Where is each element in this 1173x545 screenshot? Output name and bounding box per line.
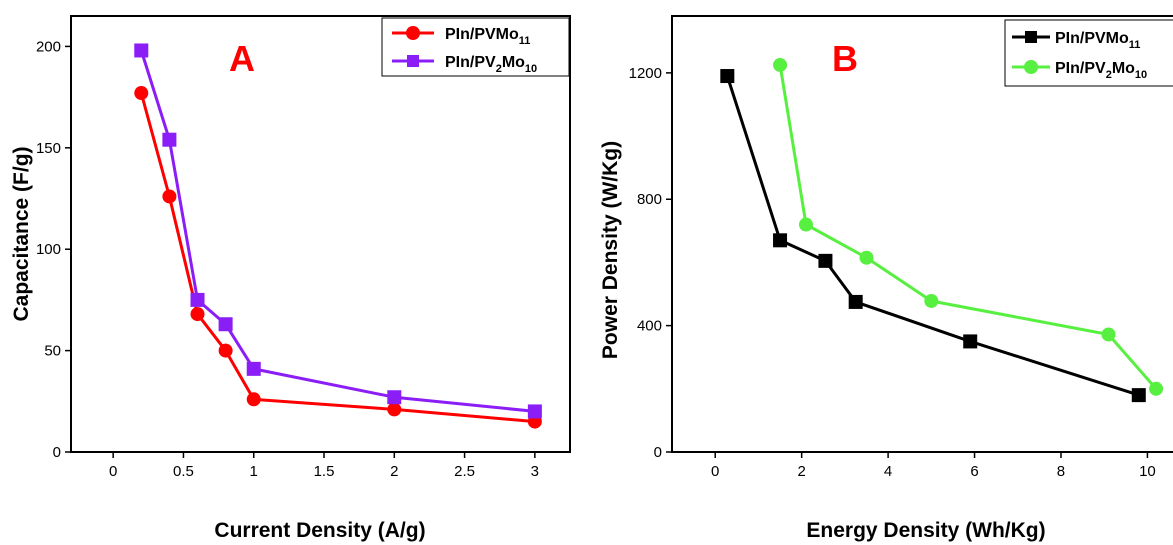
data-point: [246, 361, 261, 376]
panel-b-legend: PIn/PVMo11 PIn/PV2Mo10: [1004, 19, 1173, 87]
panel-a-ylabel: Capacitance (F/g): [10, 146, 33, 321]
data-point: [190, 292, 205, 307]
data-point: [773, 233, 788, 248]
y-tick-label: 800: [637, 191, 662, 208]
data-point: [162, 189, 177, 204]
y-tick-label: 50: [44, 343, 61, 360]
data-point: [134, 86, 149, 101]
panel-b-legend-label-1: PIn/PVMo11: [1055, 30, 1140, 51]
data-point: [924, 293, 939, 308]
data-point: [818, 253, 833, 268]
panel-a-legend-label-2: PIn/PV2Mo10: [445, 54, 537, 75]
panel-a-xlabel: Current Density (A/g): [214, 519, 425, 542]
series-line: [139, 50, 536, 413]
panel-a-legend-label-1: PIn/PVMo11: [445, 26, 530, 47]
x-tick-label: 0: [109, 463, 117, 480]
y-tick-label: 150: [36, 140, 61, 157]
data-point: [720, 69, 735, 84]
legend-subscript: 11: [1129, 39, 1141, 51]
legend-subscript: 10: [1135, 69, 1147, 81]
legend-subscript: 11: [519, 35, 531, 47]
data-point: [387, 402, 402, 417]
panel-b-ylabel: Power Density (W/Kg): [599, 141, 622, 359]
series-line: [778, 64, 1158, 390]
panel-a-ticks: 0 0.5 1 1.5 2 2.5 3 0 50 100 150 200: [36, 38, 539, 480]
y-tick-label: 400: [637, 318, 662, 335]
series-line: [139, 92, 536, 424]
y-tick-label: 1200: [629, 65, 662, 82]
data-point: [773, 57, 788, 72]
y-tick-label: 100: [36, 241, 61, 258]
panel-b-label: B: [832, 38, 858, 79]
panel-b-legend-marker-2: [1024, 60, 1038, 74]
panel-b-legend-marker-1: [1025, 31, 1037, 43]
x-tick-label: 1.5: [314, 463, 335, 480]
data-point: [848, 294, 863, 309]
x-tick-label: 10: [1139, 463, 1156, 480]
x-tick-label: 0: [711, 463, 719, 480]
panel-b-series: [720, 57, 1164, 403]
legend-text: Mo: [1112, 60, 1135, 77]
panel-a-legend-marker-1: [406, 26, 420, 40]
y-tick-label: 200: [36, 38, 61, 55]
panel-a-legend-marker-2: [407, 55, 419, 67]
panel-a-label: A: [229, 38, 255, 79]
panel-b: B Energy Density (Wh/Kg) Power Density (…: [599, 15, 1173, 542]
data-point: [1149, 381, 1164, 396]
data-point: [218, 343, 233, 358]
data-point: [246, 392, 261, 407]
panel-b-legend-label-2: PIn/PV2Mo10: [1055, 60, 1147, 81]
data-point: [1131, 388, 1146, 403]
panel-a-legend: PIn/PVMo11 PIn/PV2Mo10: [381, 17, 570, 77]
x-tick-label: 2: [390, 463, 398, 480]
legend-text: PIn/PV: [1055, 60, 1106, 77]
panel-b-frame: [671, 15, 1173, 453]
panel-a-series: [134, 43, 542, 429]
legend-text: Mo: [502, 54, 525, 71]
panel-b-xlabel: Energy Density (Wh/Kg): [806, 519, 1045, 542]
legend-subscript: 10: [525, 63, 537, 75]
x-tick-label: 1: [250, 463, 258, 480]
data-point: [134, 43, 149, 58]
series-line: [725, 75, 1140, 397]
data-point: [387, 390, 402, 405]
legend-text: PIn/PVMo: [445, 26, 519, 43]
panel-b-ticks: 0 2 4 6 8 10 0 400 800 1200: [629, 65, 1156, 480]
x-tick-label: 0.5: [173, 463, 194, 480]
data-point: [1101, 327, 1116, 342]
y-tick-label: 0: [654, 444, 662, 461]
x-tick-label: 2.5: [454, 463, 475, 480]
data-point: [190, 307, 205, 322]
data-point: [798, 217, 813, 232]
y-tick-label: 0: [53, 444, 61, 461]
legend-subscript: 2: [496, 63, 502, 75]
x-tick-label: 3: [531, 463, 539, 480]
x-tick-label: 2: [797, 463, 805, 480]
panel-a-frame: [70, 15, 571, 453]
data-point: [527, 404, 542, 419]
data-point: [859, 250, 874, 265]
legend-text: PIn/PV: [445, 54, 496, 71]
x-tick-label: 8: [1057, 463, 1065, 480]
legend-subscript: 2: [1106, 69, 1112, 81]
data-point: [963, 334, 978, 349]
data-point: [162, 132, 177, 147]
x-tick-label: 6: [970, 463, 978, 480]
panel-a: A Current Density (A/g) Capacitance (F/g…: [10, 15, 571, 542]
legend-text: PIn/PVMo: [1055, 30, 1129, 47]
x-tick-label: 4: [884, 463, 892, 480]
data-point: [218, 317, 233, 332]
